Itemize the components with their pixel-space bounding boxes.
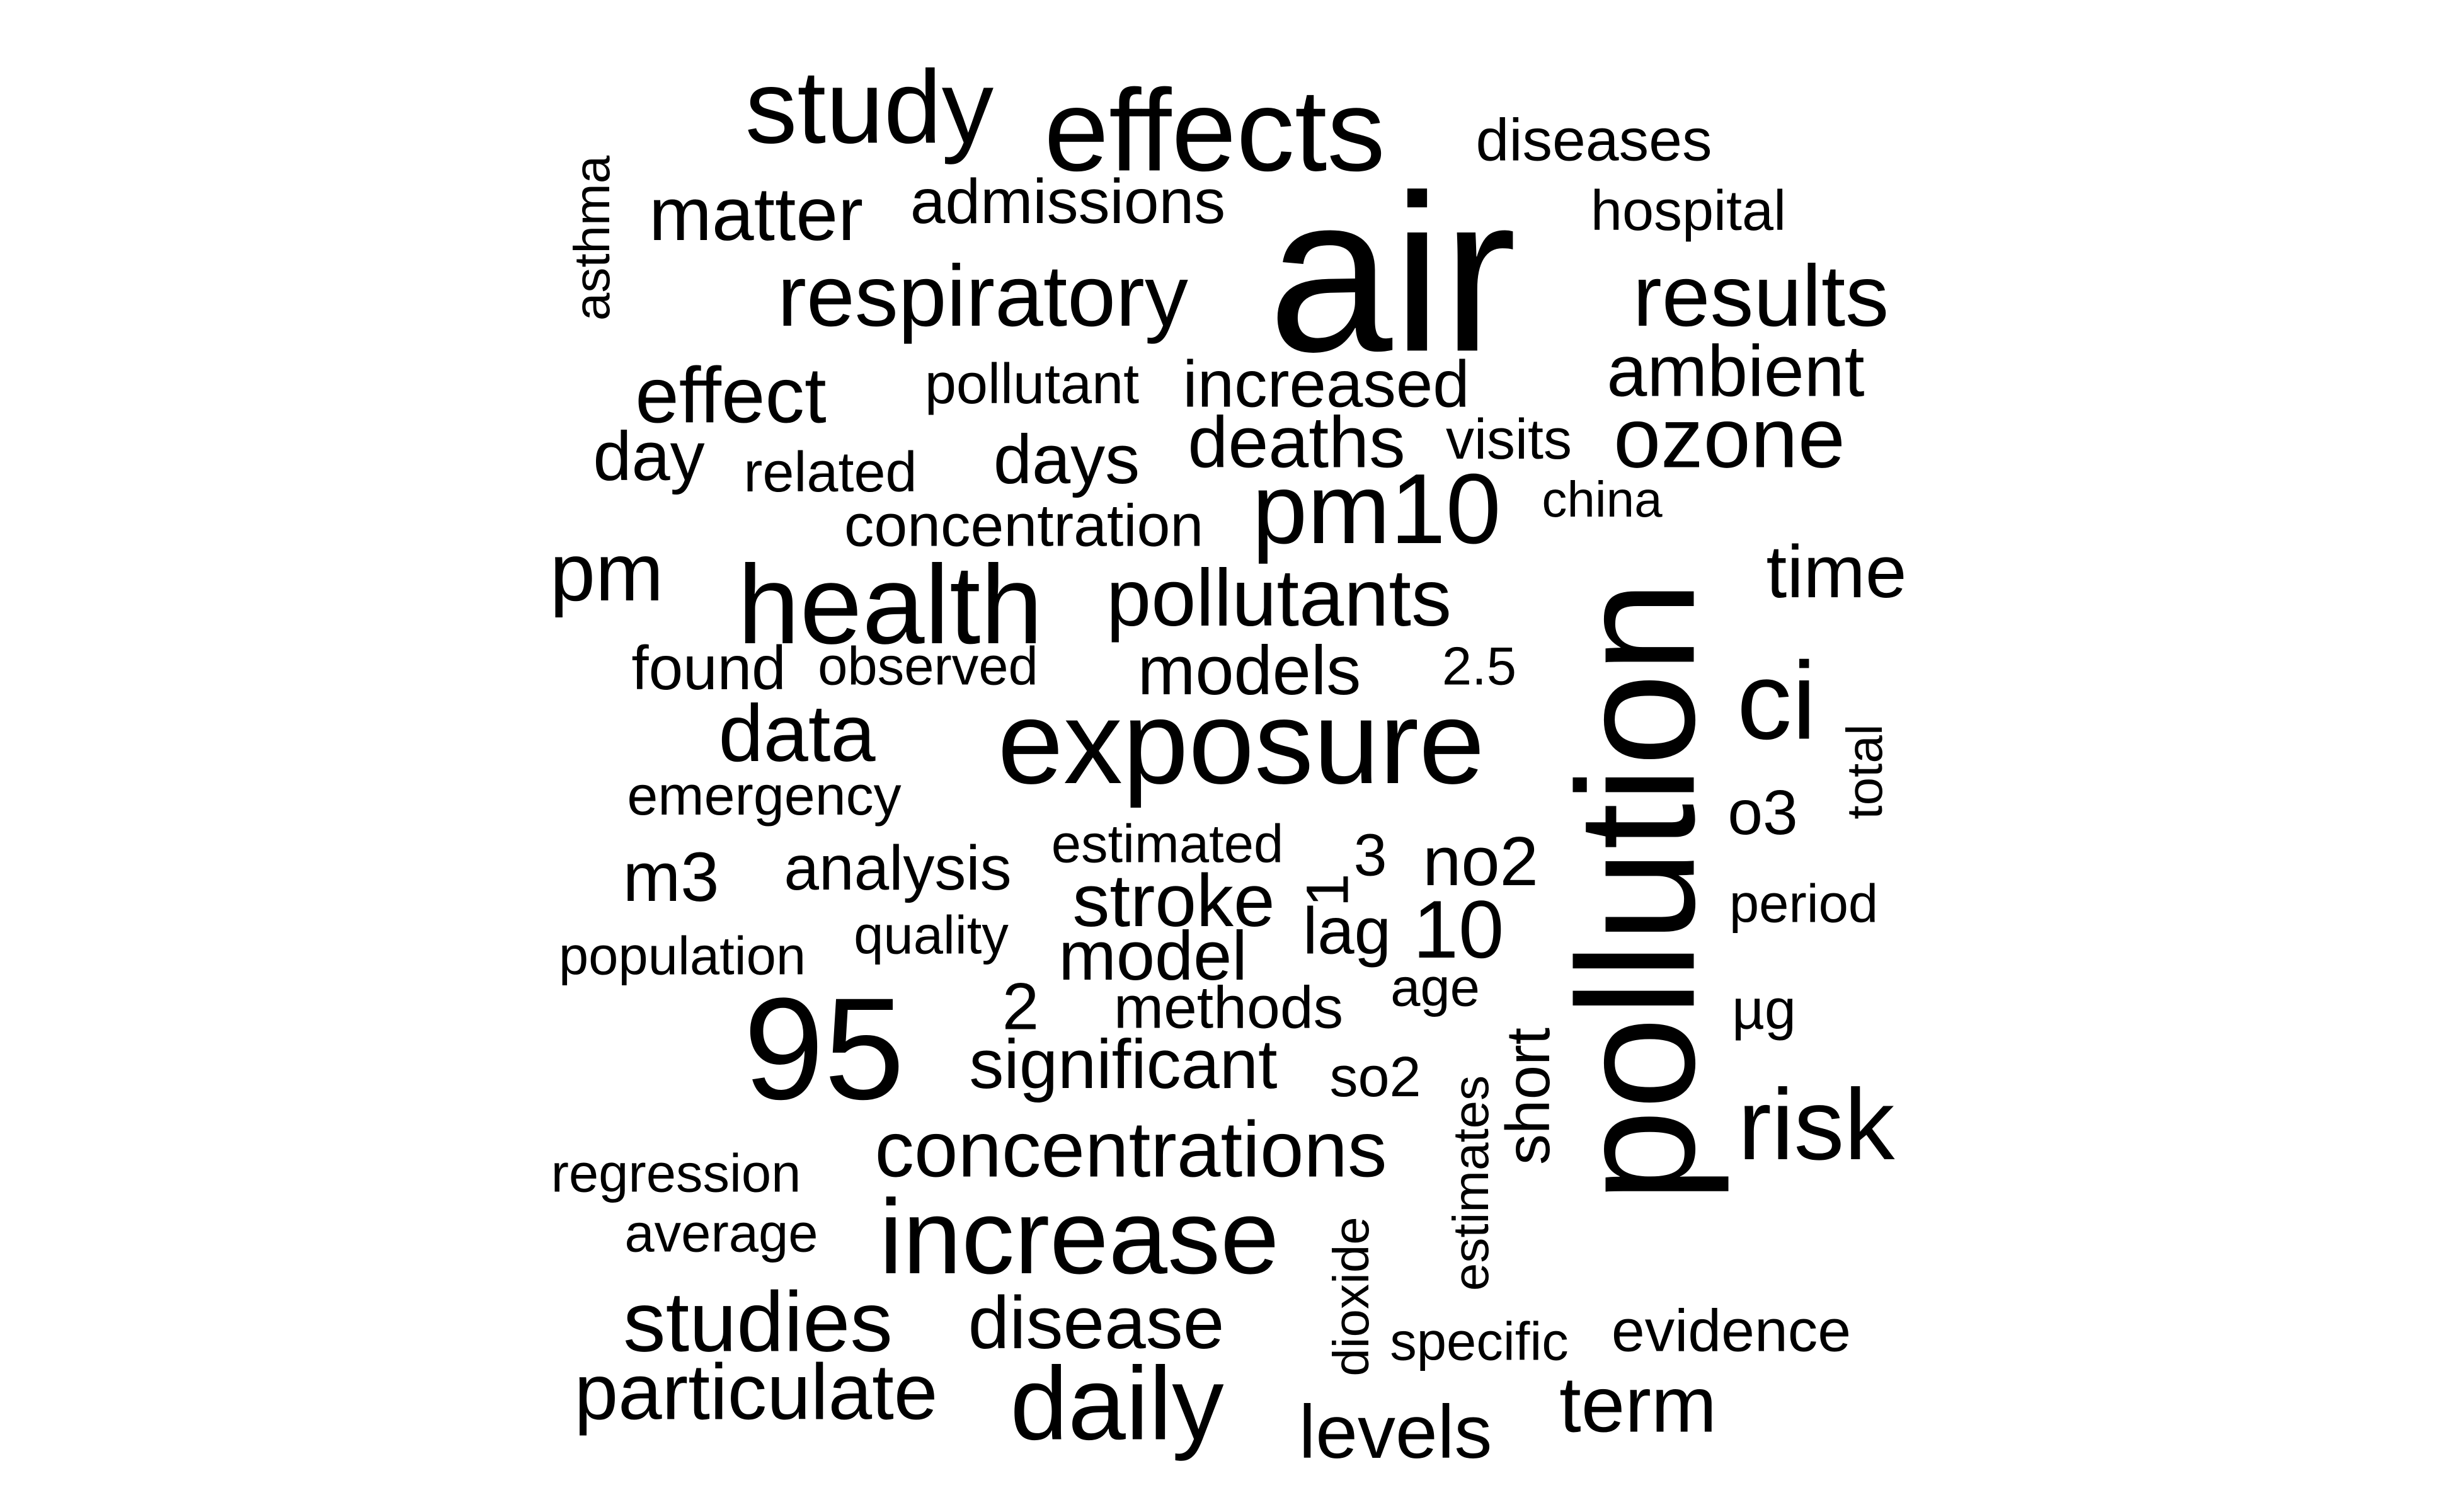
word-cloud-term: estimated (1051, 814, 1284, 874)
word-cloud-term: diseases (1475, 106, 1712, 174)
word-cloud-term: pollutants (1106, 553, 1452, 643)
word-cloud-term: particulate (574, 1348, 938, 1436)
word-cloud-term: exposure (997, 676, 1485, 808)
word-cloud-term: asthma (564, 155, 620, 321)
word-cloud-term: 95 (743, 968, 905, 1130)
word-cloud-term: lag (1302, 894, 1392, 968)
word-cloud-term: visits (1446, 408, 1572, 471)
word-cloud-term: 3 (1353, 822, 1387, 889)
word-cloud-term: studies (623, 1274, 893, 1370)
word-cloud-term: emergency (627, 764, 902, 827)
word-cloud-term: model (1058, 917, 1247, 995)
word-cloud-term: ambient (1606, 331, 1865, 412)
word-cloud-term: age (1390, 958, 1480, 1018)
word-cloud-term: total (1836, 724, 1893, 820)
word-cloud-term: observed (818, 636, 1038, 697)
word-cloud-term: air (1268, 149, 1517, 399)
word-cloud-term: data (718, 689, 876, 779)
word-cloud-term: increase (879, 1177, 1280, 1296)
word-cloud-term: 2 (1002, 970, 1040, 1044)
word-cloud-term: models (1137, 632, 1361, 709)
word-cloud-term: study (745, 49, 994, 165)
word-cloud-term: µg (1732, 978, 1796, 1041)
word-cloud-term: effect (635, 352, 827, 440)
word-cloud-term: time (1766, 530, 1907, 614)
word-cloud-term: related (743, 441, 917, 504)
word-cloud-term: no2 (1423, 823, 1538, 900)
word-cloud-term: m3 (622, 839, 719, 916)
word-cloud-term: evidence (1611, 1297, 1852, 1365)
word-cloud-term: pollution (1543, 580, 1730, 1203)
word-cloud-term: daily (1010, 1345, 1224, 1462)
word-cloud-term: term (1559, 1361, 1717, 1449)
word-cloud-term: regression (551, 1143, 801, 1204)
word-cloud-term: hospital (1590, 180, 1787, 243)
word-cloud-term: matter (648, 172, 864, 256)
word-cloud-term: increased (1183, 347, 1470, 421)
word-cloud-term: china (1542, 471, 1663, 527)
word-cloud-term: respiratory (777, 248, 1188, 345)
word-cloud-term: days (993, 421, 1140, 498)
word-cloud-term: concentrations (874, 1106, 1387, 1194)
word-cloud-term: period (1729, 874, 1879, 934)
word-cloud-term: o3 (1727, 777, 1798, 848)
word-cloud-term: ci (1736, 639, 1817, 763)
word-cloud-term: deaths (1188, 402, 1406, 483)
word-cloud-term: average (624, 1203, 818, 1264)
word-cloud-term: 10 (1412, 883, 1504, 975)
word-cloud-term: specific (1390, 1312, 1569, 1372)
word-cloud-term: significant (969, 1026, 1278, 1103)
word-cloud-term: methods (1113, 974, 1344, 1041)
word-cloud-term: risk (1738, 1068, 1895, 1181)
word-cloud-term: pm (549, 526, 664, 618)
word-cloud-term: short (1493, 1028, 1562, 1165)
word-cloud-term: disease (968, 1281, 1225, 1365)
word-cloud-term: ozone (1613, 390, 1845, 486)
word-cloud-term: results (1632, 248, 1889, 345)
word-cloud-term: pollutant (924, 353, 1140, 416)
word-cloud-term: 1 (1294, 873, 1361, 907)
word-cloud-term: levels (1298, 1390, 1492, 1474)
word-cloud-term: population (558, 926, 806, 987)
word-cloud-term: day (593, 418, 705, 495)
word-cloud-term: pm10 (1252, 454, 1501, 564)
word-cloud-term: so2 (1329, 1046, 1421, 1109)
word-cloud-term: 2.5 (1441, 636, 1517, 697)
word-cloud-term: quality (854, 905, 1009, 966)
word-cloud-term: analysis (784, 833, 1012, 903)
word-cloud-term: admissions (910, 166, 1226, 237)
word-cloud-term: estimates (1443, 1075, 1499, 1292)
word-cloud-term: stroke (1072, 859, 1275, 942)
word-cloud-term: health (737, 542, 1043, 667)
word-cloud-term: dioxide (1323, 1217, 1379, 1377)
word-cloud-term: concentration (844, 492, 1204, 559)
word-cloud-term: effects (1044, 66, 1385, 196)
word-cloud-term: found (631, 633, 786, 702)
